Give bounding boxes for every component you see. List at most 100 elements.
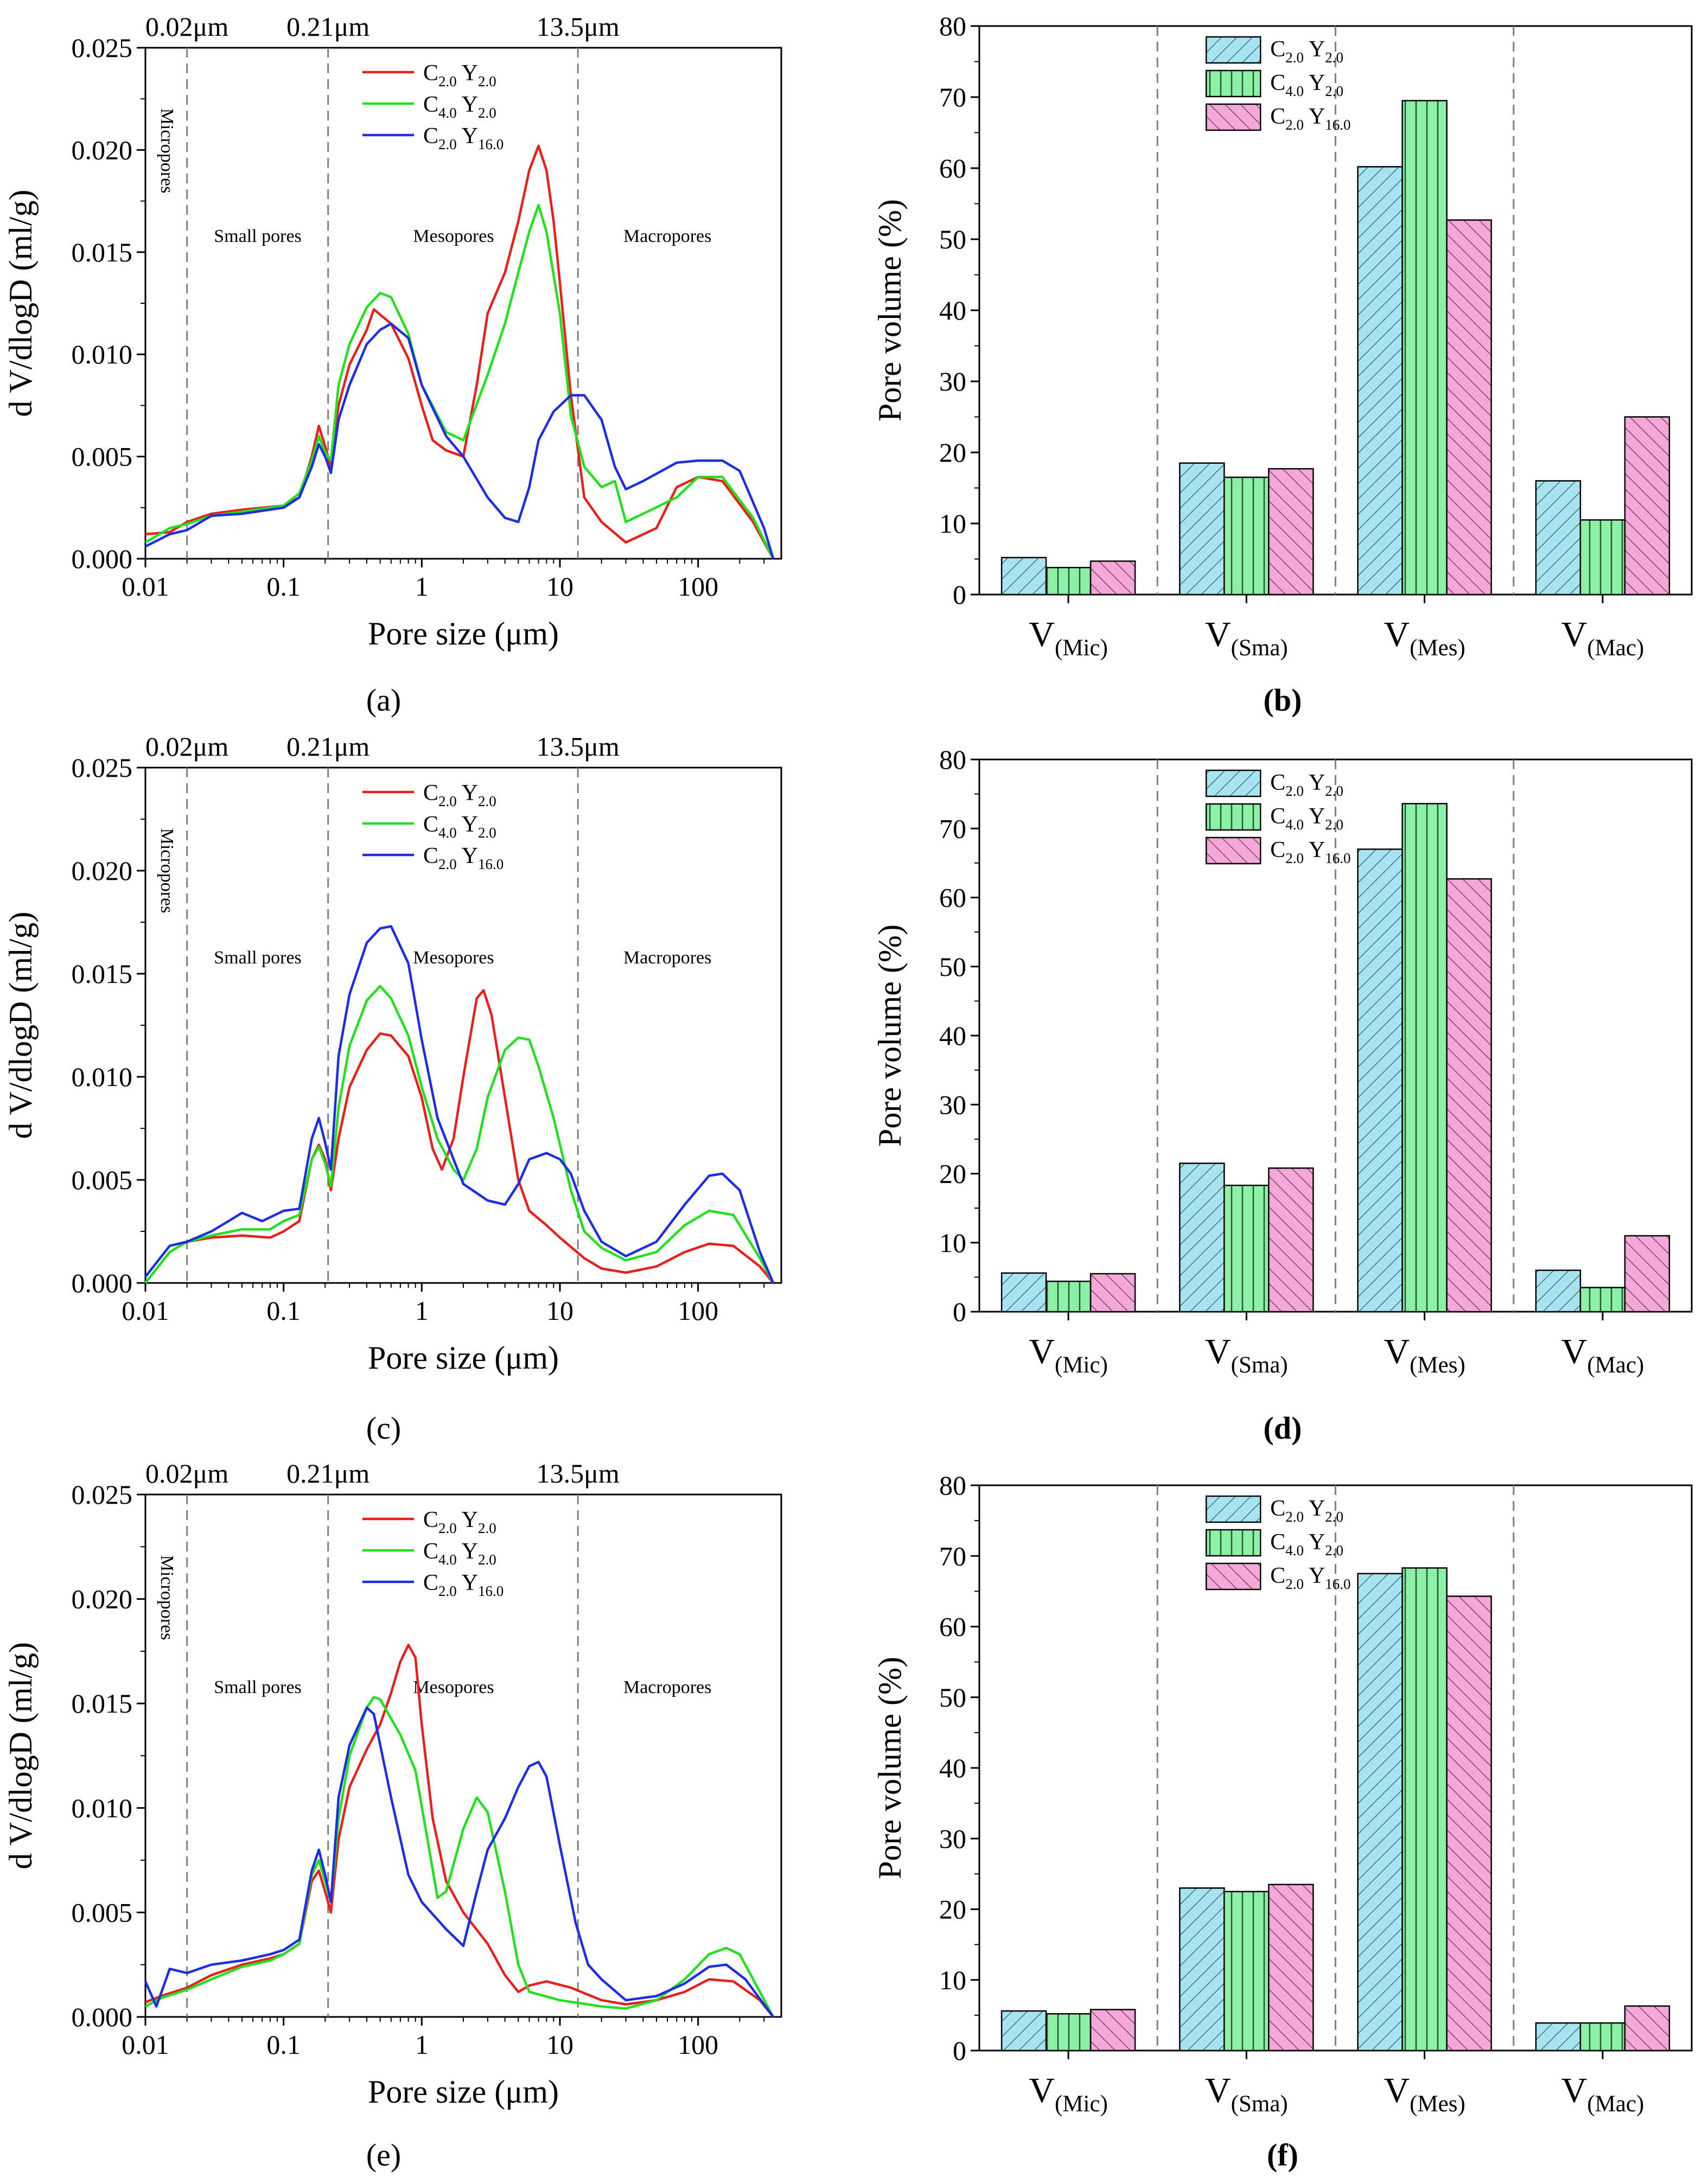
legend-label: C2.0 Y16.0 bbox=[423, 844, 503, 872]
region-label: Macropores bbox=[623, 1677, 711, 1697]
bar-1 bbox=[1000, 1272, 1047, 1313]
y-tick-label: 60 bbox=[939, 153, 966, 183]
legend-label: C2.0 Y2.0 bbox=[423, 1508, 496, 1536]
panel-f: 0 10 20 30 40 50 60 70 80 Pore volume (%) V(Mic) V(… bbox=[872, 1470, 1693, 2117]
bar-2 bbox=[1579, 519, 1626, 596]
y-tick-label: 20 bbox=[939, 437, 966, 468]
bar-1 bbox=[1000, 2010, 1047, 2052]
figure-label-c: (c) bbox=[366, 1410, 401, 1446]
bar-2 bbox=[1223, 1184, 1270, 1313]
y-tick-label: 10 bbox=[939, 1228, 966, 1258]
region-label: Micropores bbox=[157, 108, 177, 194]
y-tick-label: 30 bbox=[939, 366, 966, 397]
region-label: Mesopores bbox=[413, 948, 494, 968]
y-tick-label: 0.015 bbox=[72, 1688, 133, 1719]
category-label: V(Mic) bbox=[1029, 1332, 1108, 1378]
bar-2 bbox=[1401, 803, 1448, 1313]
x-tick-label: 10 bbox=[546, 2029, 573, 2060]
y-tick-label: 80 bbox=[939, 11, 966, 41]
legend-label: C2.0 Y2.0 bbox=[423, 781, 496, 809]
x-tick-label: 100 bbox=[678, 2029, 718, 2060]
y-tick-label: 0.005 bbox=[72, 1165, 133, 1195]
x-tick-label: 10 bbox=[546, 1295, 573, 1326]
category-label: V(Sma) bbox=[1205, 2071, 1288, 2117]
x-tick-label: 0.01 bbox=[122, 1295, 169, 1326]
category-label: V(Mac) bbox=[1561, 615, 1644, 661]
legend-label: C4.0 Y2.0 bbox=[1270, 804, 1343, 833]
x-tick-label: 10 bbox=[546, 571, 573, 602]
region-label: Macropores bbox=[623, 948, 711, 968]
divider-label: 0.21μm bbox=[286, 731, 369, 762]
y-axis-label: d V/dlogD (ml/g) bbox=[3, 1642, 39, 1869]
bar-1 bbox=[1357, 166, 1403, 596]
x-tick-label: 0.1 bbox=[266, 571, 301, 602]
series-line-3 bbox=[144, 925, 775, 1283]
legend-label: C4.0 Y2.0 bbox=[423, 1539, 496, 1568]
y-tick-label: 30 bbox=[939, 1089, 966, 1120]
bar-1 bbox=[1357, 848, 1403, 1313]
y-tick-label: 30 bbox=[939, 1823, 966, 1854]
legend-label: C2.0 Y2.0 bbox=[1270, 1496, 1343, 1525]
category-label: V(Sma) bbox=[1205, 1332, 1288, 1378]
y-tick-label: 0.025 bbox=[72, 1479, 133, 1510]
bar-3 bbox=[1624, 2005, 1671, 2052]
legend-label: C2.0 Y16.0 bbox=[423, 1570, 503, 1599]
x-axis-label: Pore size (μm) bbox=[368, 2074, 559, 2110]
bar-2 bbox=[1045, 2013, 1092, 2052]
y-tick-label: 0.005 bbox=[72, 442, 133, 472]
divider-label: 0.02μm bbox=[145, 1458, 228, 1489]
x-tick-label: 1 bbox=[415, 2029, 429, 2060]
y-tick-label: 0.000 bbox=[72, 1268, 133, 1298]
y-tick-label: 0.000 bbox=[72, 2002, 133, 2032]
bar-3 bbox=[1624, 1235, 1671, 1313]
series-line-3 bbox=[144, 1706, 775, 2018]
legend-swatch bbox=[1206, 36, 1261, 64]
legend-swatch bbox=[1206, 836, 1261, 865]
figure-label-d: (d) bbox=[1264, 1410, 1302, 1446]
legend-swatch bbox=[1206, 69, 1261, 98]
category-label: V(Mes) bbox=[1384, 615, 1465, 661]
x-axis-label: Pore size (μm) bbox=[368, 616, 559, 652]
bar-3 bbox=[1446, 878, 1492, 1313]
legend-swatch bbox=[1206, 1495, 1261, 1523]
panel-a: 0.02μm 0.21μm 13.5μm Micropores Small pores M… bbox=[3, 11, 782, 652]
legend-label: C2.0 Y16.0 bbox=[423, 124, 503, 152]
legend-swatch bbox=[1206, 769, 1261, 797]
bar-2 bbox=[1401, 100, 1448, 596]
legend-label: C2.0 Y2.0 bbox=[423, 61, 496, 90]
y-tick-label: 0.020 bbox=[72, 1584, 133, 1614]
divider-label: 0.21μm bbox=[286, 1458, 369, 1489]
y-axis-label: d V/dlogD (ml/g) bbox=[3, 190, 39, 417]
category-label: V(Mac) bbox=[1561, 1332, 1644, 1378]
y-tick-label: 0.025 bbox=[72, 33, 133, 63]
x-tick-label: 0.01 bbox=[122, 571, 169, 602]
y-tick-label: 0 bbox=[953, 579, 966, 610]
region-label: Mesopores bbox=[413, 1677, 494, 1697]
y-tick-label: 0.015 bbox=[72, 959, 133, 989]
legend-swatch bbox=[1206, 803, 1261, 831]
panel-b: 0 10 20 30 40 50 60 70 80 Pore volume (%) V(Mic) V(… bbox=[872, 11, 1693, 661]
y-tick-label: 0.010 bbox=[72, 339, 133, 369]
y-axis-label: Pore volume (%) bbox=[872, 1657, 908, 1879]
panel-c: 0.02μm 0.21μm 13.5μm Micropores Small pores M… bbox=[3, 731, 782, 1376]
y-axis-label: Pore volume (%) bbox=[872, 199, 908, 422]
y-tick-label: 60 bbox=[939, 883, 966, 913]
region-label: Mesopores bbox=[413, 226, 494, 246]
bar-1 bbox=[1535, 2022, 1582, 2052]
figure-label-b: (b) bbox=[1264, 682, 1302, 718]
y-tick-label: 70 bbox=[939, 1541, 966, 1571]
category-label: V(Mes) bbox=[1384, 2071, 1465, 2117]
bar-2 bbox=[1223, 1891, 1270, 2052]
legend-swatch bbox=[1206, 1562, 1261, 1591]
y-tick-label: 10 bbox=[939, 1965, 966, 1995]
bar-3 bbox=[1446, 1595, 1492, 2052]
legend-label: C4.0 Y2.0 bbox=[1270, 1530, 1343, 1559]
figure-label-a: (a) bbox=[366, 682, 401, 718]
legend-label: C2.0 Y16.0 bbox=[1270, 838, 1350, 866]
divider-label: 0.02μm bbox=[145, 731, 228, 762]
x-tick-label: 1 bbox=[415, 571, 429, 602]
legend-label: C2.0 Y16.0 bbox=[1270, 104, 1350, 133]
y-axis-label: d V/dlogD (ml/g) bbox=[3, 912, 39, 1139]
legend-label: C4.0 Y2.0 bbox=[1270, 71, 1343, 99]
legend-label: C2.0 Y16.0 bbox=[1270, 1563, 1350, 1592]
